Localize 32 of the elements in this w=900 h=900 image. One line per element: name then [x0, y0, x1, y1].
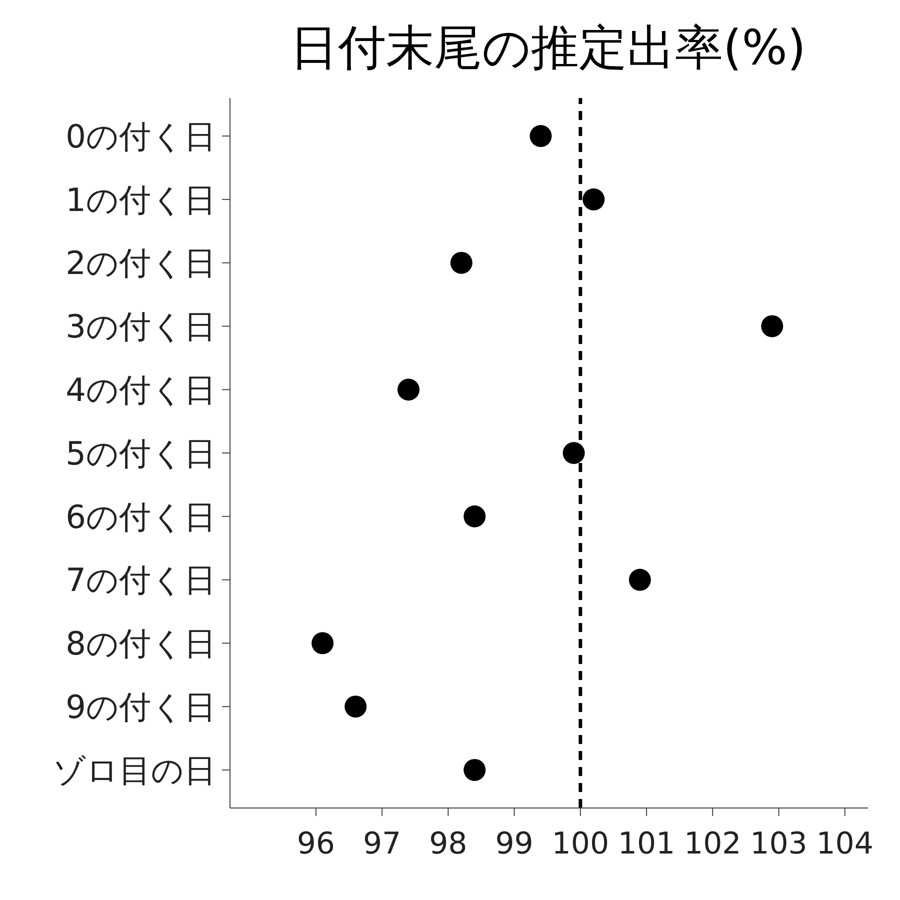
y-tick-label: 3の付く日: [66, 308, 216, 346]
chart-title: 日付末尾の推定出率(%): [288, 19, 808, 78]
point: [628, 568, 651, 591]
x-tick-label: 99: [495, 826, 534, 862]
x-tick-label: 103: [750, 826, 808, 862]
point: [312, 632, 334, 654]
point: [464, 758, 486, 781]
x-tick-label: 97: [362, 826, 402, 862]
point: [464, 505, 486, 528]
x-tick-label: 101: [618, 826, 676, 862]
point: [582, 188, 605, 210]
x-tick-label: 98: [429, 826, 468, 862]
y-tick-label: 5の付く日: [66, 434, 216, 472]
x-tick-label: 104: [816, 826, 874, 862]
point: [398, 378, 420, 401]
point: [562, 442, 585, 464]
y-tick-label: 2の付く日: [66, 244, 216, 282]
y-tick-label: 8の付く日: [66, 624, 216, 663]
point: [530, 125, 552, 148]
x-tick-label: 96: [296, 826, 336, 862]
y-tick-label: 6の付く日: [66, 498, 216, 536]
y-tick-label: 1の付く日: [66, 180, 216, 219]
y-tick-label: 9の付く日: [66, 688, 216, 726]
y-tick-label: ゾロ目の日: [53, 751, 216, 790]
point: [344, 696, 367, 718]
x-tick-label: 100: [552, 826, 610, 862]
y-tick-label: 4の付く日: [66, 370, 216, 409]
x-tick-label: 102: [684, 826, 742, 862]
point: [761, 315, 784, 338]
y-tick-label: 0の付く日: [66, 117, 216, 156]
y-tick-label: 7の付く日: [66, 561, 216, 600]
point: [450, 252, 472, 274]
